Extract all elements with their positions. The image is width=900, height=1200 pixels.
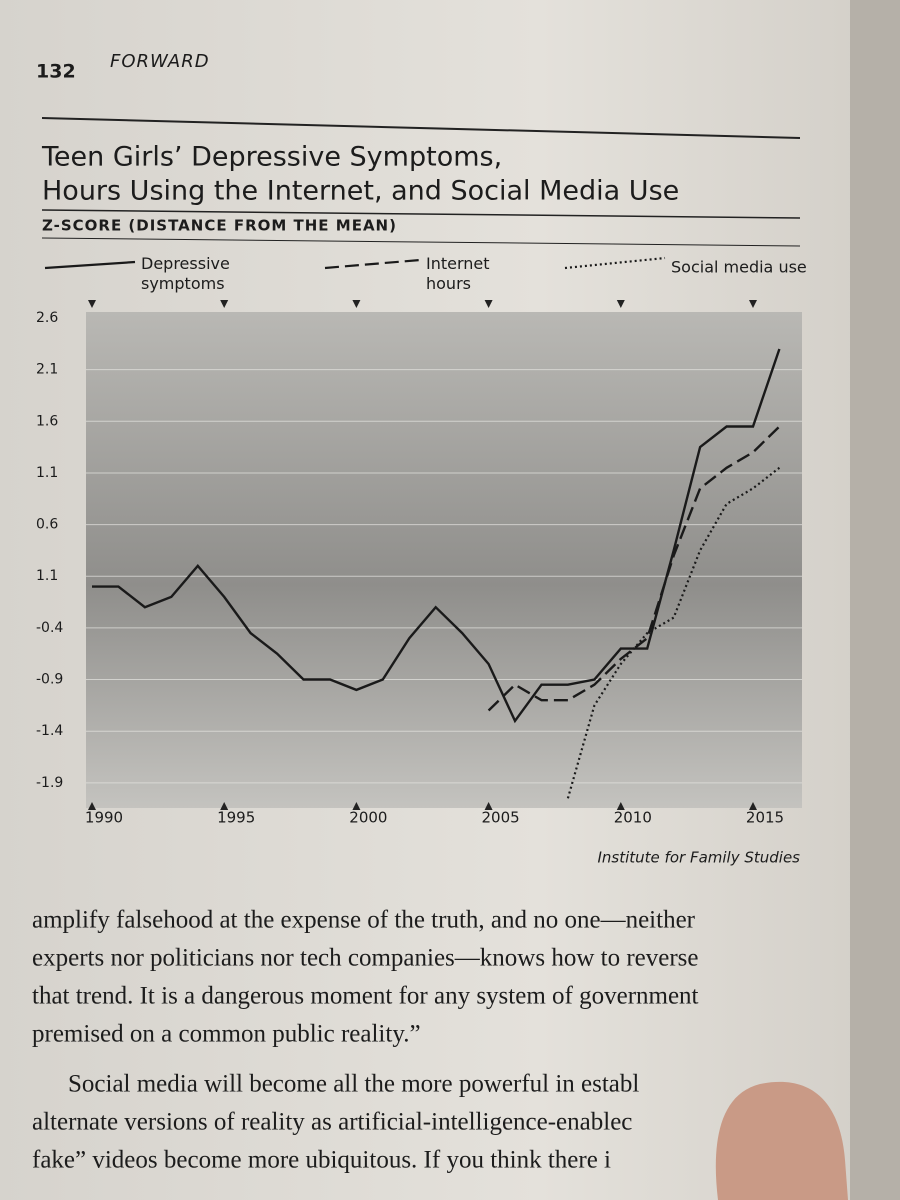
legend-swatch — [564, 256, 666, 270]
x-tick-mark — [749, 802, 757, 810]
x-tick-label: 2005 — [482, 809, 520, 827]
top-tick-mark — [484, 300, 493, 308]
x-tick-label: 2015 — [746, 809, 784, 827]
running-head: FORWARD — [110, 51, 210, 72]
x-tick-mark — [484, 802, 493, 810]
chart-title: Teen Girls’ Depressive Symptoms, — [41, 142, 502, 173]
chart-subtitle: Z-SCORE (DISTANCE FROM THE MEAN) — [42, 217, 397, 235]
x-tick-mark — [220, 802, 229, 810]
body-line: Social media will become all the more po… — [68, 1071, 639, 1098]
y-tick-label: 2.1 — [36, 362, 58, 378]
top-tick-mark — [220, 300, 229, 308]
x-tick-label: 2010 — [614, 809, 652, 827]
body-line: experts nor politicians nor tech compani… — [32, 945, 699, 972]
top-tick-mark — [616, 300, 625, 308]
y-tick-label: 1.1 — [36, 568, 58, 584]
y-tick-label: -0.4 — [36, 620, 63, 636]
page-number: 132 — [36, 61, 76, 83]
series-line — [487, 425, 781, 712]
chart-title: Hours Using the Internet, and Social Med… — [42, 176, 679, 207]
y-tick-label: 2.6 — [36, 310, 58, 326]
legend-swatch — [44, 260, 136, 270]
top-tick-mark — [88, 300, 96, 308]
body-line: fake” videos become more ubiquitous. If … — [32, 1147, 611, 1174]
legend-label: Social media use — [671, 258, 807, 277]
subtitle-rule — [41, 209, 801, 219]
legend-label: Depressive symptoms — [141, 254, 230, 293]
body-line: that trend. It is a dangerous moment for… — [32, 983, 699, 1010]
x-tick-mark — [88, 802, 96, 810]
y-tick-label: -1.4 — [36, 723, 63, 739]
x-tick-mark — [352, 802, 361, 810]
body-line: amplify falsehood at the expense of the … — [32, 907, 696, 934]
legend-label: Internet hours — [426, 254, 490, 293]
y-tick-label: -1.9 — [36, 775, 63, 791]
body-line: alternate versions of reality as artific… — [32, 1109, 632, 1136]
legend-swatch — [324, 258, 421, 270]
x-tick-mark — [616, 802, 625, 810]
subtitle-rule — [41, 237, 801, 247]
top-tick-mark — [352, 300, 361, 308]
plot-area — [86, 312, 802, 808]
y-tick-label: 1.6 — [36, 413, 58, 429]
y-tick-label: -0.9 — [36, 672, 63, 688]
y-tick-label: 0.6 — [36, 517, 58, 533]
x-tick-label: 2000 — [349, 809, 387, 827]
y-tick-label: 1.1 — [36, 465, 58, 481]
thumb — [715, 1081, 848, 1200]
body-line: premised on a common public reality.” — [32, 1021, 421, 1048]
top-tick-mark — [749, 300, 757, 308]
source: Institute for Family Studies — [597, 849, 800, 867]
x-tick-label: 1990 — [85, 809, 123, 827]
x-tick-label: 1995 — [217, 809, 255, 827]
title-rule — [41, 117, 801, 139]
next-page-edge — [850, 0, 900, 1200]
